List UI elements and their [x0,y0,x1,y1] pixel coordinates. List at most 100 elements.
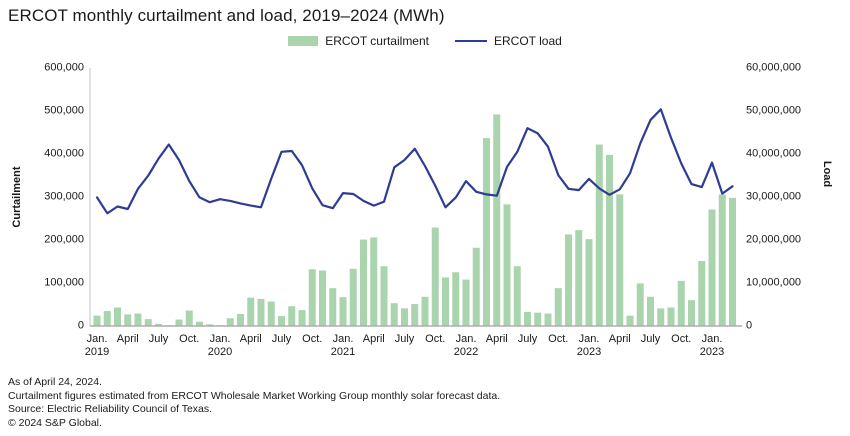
x-axis-tick-label: Oct. [548,333,569,345]
curtailment-bar [636,283,644,326]
curtailment-bar [616,194,624,326]
load-line-swatch-icon [455,40,487,42]
left-axis-tick-label: 500,000 [44,104,84,117]
right-axis-tick-label: 60,000,000 [746,61,802,74]
curtailment-bar [472,247,480,326]
curtailment-bar [298,310,306,326]
curtailment-bar [657,308,665,326]
curtailment-bar [103,310,111,326]
curtailment-bar [718,194,726,326]
x-axis-tick-label: July [640,333,661,345]
curtailment-bar [155,323,162,326]
right-axis-tick-label: 40,000,000 [746,147,802,160]
curtailment-bar [503,204,511,326]
x-axis-tick-label: July [394,333,415,345]
x-axis-tick-label: Jan. 2019 [84,333,110,358]
curtailment-bar [319,270,326,326]
curtailment-bar [626,315,634,326]
curtailment-bar [595,144,603,326]
curtailment-bar [554,288,562,326]
curtailment-bar [677,280,685,326]
footnote-copyright: © 2024 S&P Global. [8,416,102,429]
curtailment-bar [698,261,706,326]
curtailment-bar [93,315,101,326]
curtailment-bar [144,319,152,326]
footnote-asof: As of April 24, 2024. [8,376,102,388]
legend-load-label: ERCOT load [494,34,562,48]
curtailment-swatch-icon [288,36,319,46]
curtailment-bar [667,307,675,326]
right-axis-tick-label: 0 [746,319,753,332]
left-axis-tick-label: 0 [77,319,84,332]
curtailment-bar [226,318,234,326]
curtailment-bar [544,313,552,326]
x-axis-tick-label: Oct. [179,333,200,345]
curtailment-bar [688,300,695,326]
right-axis-tick-label: 50,000,000 [746,104,802,117]
right-axis-tick-label: 20,000,000 [746,233,802,246]
x-axis-tick-label: Jan. 2023 [576,333,602,358]
right-axis-tick-label: 10,000,000 [746,276,802,289]
curtailment-bar [452,272,460,326]
curtailment-bar [729,197,736,326]
curtailment-bar [708,209,716,326]
left-axis-tick-label: 600,000 [44,61,84,74]
curtailment-bar [421,296,429,326]
curtailment-bar [360,239,367,326]
curtailment-bar [462,279,470,326]
load-line [95,108,734,215]
x-axis-tick-label: Oct. [671,333,692,345]
curtailment-bar [329,288,337,326]
legend-item-curtailment: ERCOT curtailment [288,34,429,48]
curtailment-bar [114,307,121,326]
curtailment-bar [237,313,244,326]
x-axis-tick-label: April [116,333,139,345]
curtailment-bar [411,304,419,326]
x-axis-tick-label: April [485,333,508,345]
curtailment-bar [380,266,388,326]
x-axis-tick-label: Oct. [425,333,446,345]
curtailment-bar [442,277,449,326]
x-axis-tick-label: July [148,333,169,345]
curtailment-bar [575,230,583,326]
footnotes: As of April 24, 2024. Curtailment figure… [8,376,500,430]
curtailment-bar [647,296,654,326]
x-axis-tick-label: Jan. 2022 [453,333,479,358]
curtailment-bar [401,308,408,326]
curtailment-bar [308,269,316,326]
left-axis-tick-label: 200,000 [44,233,84,246]
x-axis-tick-label: Jan. 2021 [330,333,356,358]
curtailment-bar [431,227,439,326]
x-axis-tick-label: April [239,333,262,345]
curtailment-bar [339,297,347,326]
curtailment-bar [196,321,203,326]
legend-item-load: ERCOT load [455,34,562,48]
curtailment-bar [134,313,142,326]
x-axis-tick-label: July [271,333,292,345]
x-axis-tick-label: Jan. 2020 [207,333,233,358]
chart-title: ERCOT monthly curtailment and load, 2019… [8,6,445,25]
curtailment-bar [175,319,183,326]
x-axis-tick-label: Oct. [302,333,323,345]
curtailment-bar [185,310,193,326]
curtailment-bar [513,266,521,326]
curtailment-bar [524,311,531,326]
x-axis-tick-label: July [517,333,538,345]
curtailment-bar [124,314,132,326]
curtailment-bar [585,239,593,326]
left-axis-tick-label: 100,000 [44,276,84,289]
left-axis-tick-label: 300,000 [44,190,84,203]
footnote-source: Source: Electric Reliability Council of … [8,403,213,415]
curtailment-bar [534,312,542,326]
right-axis-tick-label: 30,000,000 [746,190,802,203]
curtailment-bar [288,306,296,326]
curtailment-bar [349,268,357,326]
curtailment-bar [483,138,490,326]
legend-curtailment-label: ERCOT curtailment [325,34,429,48]
curtailment-bar [565,234,572,326]
x-axis-tick-label: April [362,333,385,345]
x-axis-tick-label: April [608,333,631,345]
curtailment-bar [267,301,275,326]
